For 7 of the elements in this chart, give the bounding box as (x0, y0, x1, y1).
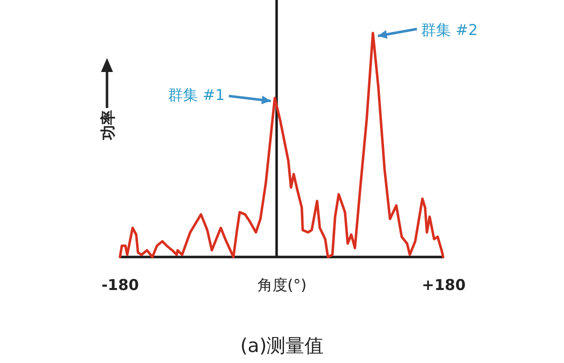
x-tick-label: +180 (422, 276, 466, 294)
annotation: 群集 #2 (420, 21, 478, 39)
text: (a)测量值 (240, 335, 324, 357)
x-tick-label: -180 (101, 276, 139, 294)
annotation: 群集 #1 (168, 86, 225, 104)
x-axis-title: 角度(°) (257, 276, 307, 294)
y-axis-title: 功率 (99, 110, 117, 141)
